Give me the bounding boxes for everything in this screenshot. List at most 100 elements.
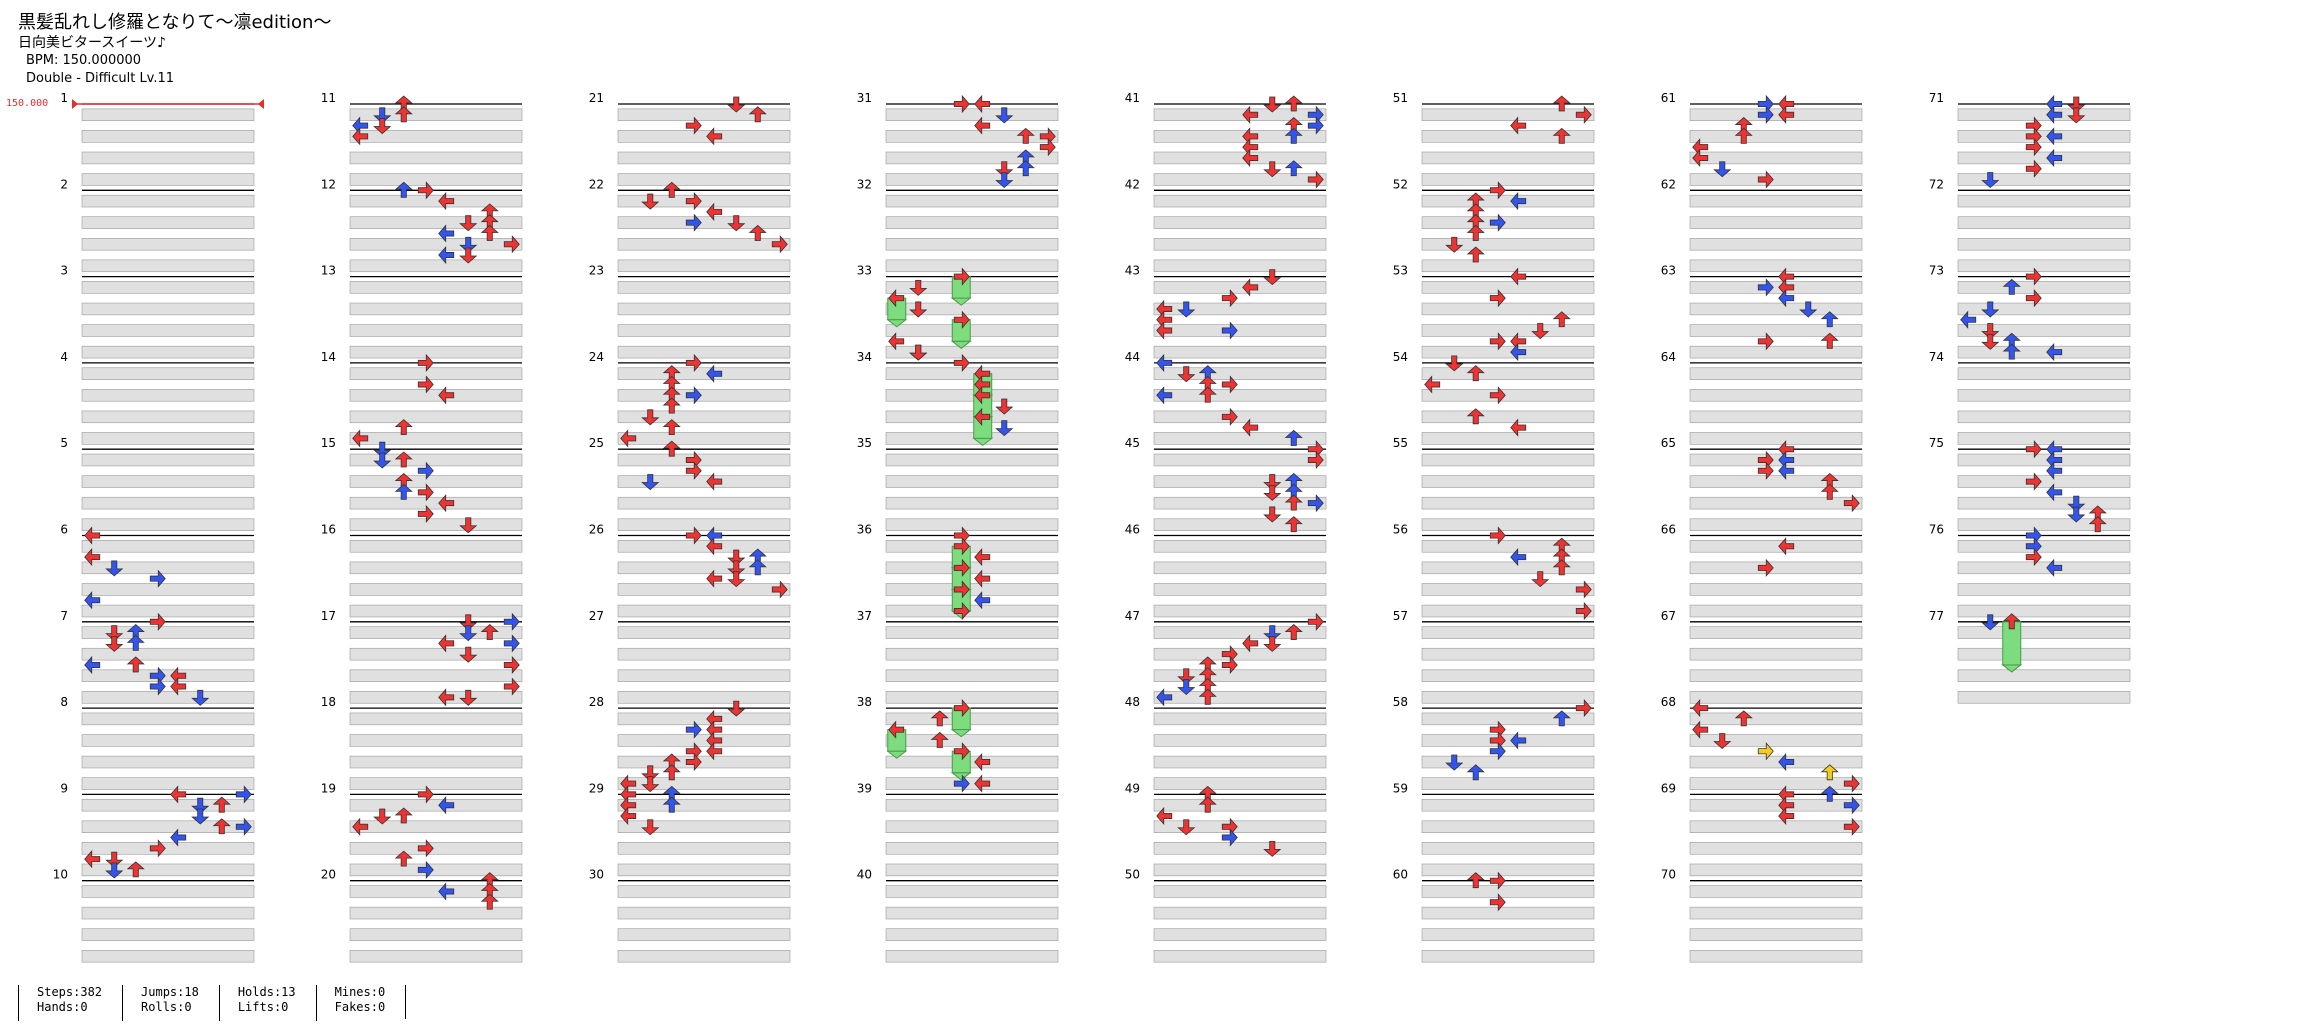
beat-band [349,691,523,704]
note-arrow [1489,181,1506,200]
measure-number: 40 [857,868,872,882]
measure-number: 63 [1661,264,1676,278]
beat-band [1153,820,1327,833]
holds-count: Holds:13 [237,985,296,999]
note-arrow [1221,289,1238,308]
fakes-count: Fakes:0 [334,1000,386,1014]
note-arrow [417,375,434,394]
note-arrow [417,504,434,523]
note-arrow [503,655,520,675]
beat-band [617,798,791,812]
note-arrow [417,461,434,480]
note-arrow [685,116,702,135]
note-arrow [1575,105,1592,124]
beat-band [1153,777,1327,790]
beat-band [81,540,255,553]
bpm-info: BPM: 150.000000 [26,53,142,68]
beat-band [885,302,1059,316]
stats-column-holds: Holds:13 Lifts:0 [218,985,316,1021]
note-arrow [1156,353,1173,372]
beat-band [617,626,791,639]
beat-band [81,194,255,208]
note-arrow [1981,333,2000,350]
beat-band [1957,238,2131,251]
note-arrow [1843,774,1860,793]
note-arrow [149,839,166,858]
note-arrow [1156,321,1173,340]
beat-band [81,604,255,618]
beat-band [1153,540,1327,553]
note-arrow [641,193,660,210]
measure-number: 44 [1125,350,1140,364]
note-arrow [1489,893,1506,912]
beat-band [1957,130,2131,143]
beat-band [1689,540,1863,553]
note-arrow [459,625,478,642]
note-arrow [1843,817,1860,836]
beat-band [1689,798,1863,812]
beat-band [349,647,523,661]
beat-band [617,755,791,769]
note-arrow [1531,323,1550,340]
measure-number: 52 [1393,177,1408,191]
note-arrow [170,828,187,847]
note-arrow [1221,407,1238,426]
note-arrow [149,569,166,588]
beat-band [885,777,1059,790]
beat-band [1153,712,1327,726]
beat-band [885,842,1059,855]
measure-number: 71 [1929,91,1944,105]
note-arrow [1307,494,1324,513]
beat-band [81,669,255,682]
measure-number: 31 [857,91,872,105]
note-arrow [930,710,949,727]
measure-number: 7 [60,609,68,623]
beat-band [1689,453,1863,467]
measure-number: 55 [1393,436,1408,450]
hold-body [951,319,971,342]
note-arrow [1552,710,1571,727]
beat-band [885,475,1059,488]
beat-band [1957,540,2131,553]
measure-number: 16 [321,523,336,537]
note-arrow [84,526,101,545]
hold-body [973,416,993,439]
beat-band [885,755,1059,769]
note-arrow [1263,506,1282,523]
beat-band [1153,130,1327,143]
beat-band [1421,691,1595,704]
note-arrow [438,494,455,513]
beat-band [1421,345,1595,359]
note-arrow [1177,668,1196,685]
measure-number: 42 [1125,177,1140,191]
note-arrow [373,118,392,135]
note-arrow [995,107,1014,124]
measure-number: 34 [857,350,872,364]
note-arrow [2046,148,2063,168]
note-arrow [1466,246,1485,263]
beat-band [1957,194,2131,208]
measure-number: 70 [1661,868,1676,882]
note-arrow [1510,116,1527,135]
beat-band [1689,885,1863,898]
note-arrow [1242,418,1259,437]
note-arrow [503,235,520,254]
note-arrow [1221,645,1238,664]
note-arrow [1552,127,1571,144]
beat-band [1957,324,2131,337]
beat-band [617,238,791,251]
note-arrow [1510,343,1527,362]
note-arrow [995,398,1014,415]
note-arrow [212,818,231,835]
hands-count: Hands:0 [37,1000,88,1014]
note-arrow [727,215,746,232]
measure-number: 1 [60,91,68,105]
beat-band [1421,842,1595,855]
beat-band [1153,842,1327,855]
note-arrow [1692,148,1709,168]
hold-body [951,545,971,569]
beat-band [885,734,1059,747]
note-arrow [438,634,455,653]
beat-band [1421,928,1595,941]
beat-band [1421,453,1595,467]
